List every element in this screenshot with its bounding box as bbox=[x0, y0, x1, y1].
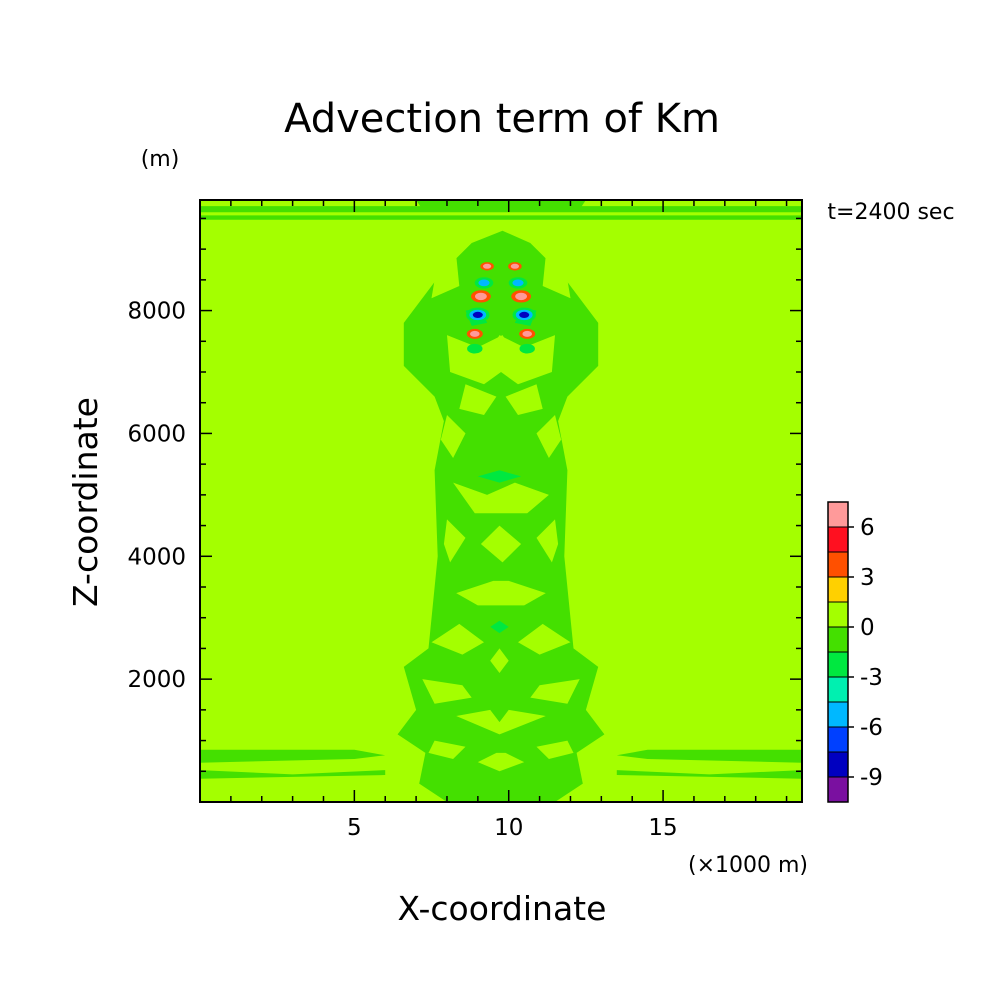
contour-blob-7-level-1 bbox=[510, 263, 519, 269]
contour-region-10 bbox=[431, 255, 460, 299]
contour-region-23 bbox=[490, 648, 509, 673]
contour-region-13 bbox=[505, 384, 543, 415]
contour-blob-0-level-2 bbox=[472, 311, 483, 318]
colorbar-label-5: 6 bbox=[860, 515, 875, 541]
contour-region-21 bbox=[431, 623, 484, 655]
contour-blob-1-level-2 bbox=[519, 311, 530, 318]
colorbar-swatch-3 bbox=[827, 701, 849, 728]
colorbar-swatch-7 bbox=[827, 601, 849, 628]
colorbar-label-3: 0 bbox=[860, 615, 875, 641]
y-tick-label-2: 6000 bbox=[127, 421, 186, 447]
contour-region-29 bbox=[477, 752, 525, 772]
contour-region-7 bbox=[397, 230, 605, 802]
contour-region-18 bbox=[536, 519, 559, 563]
contour-region-26 bbox=[456, 709, 546, 735]
axes: 5 10 15 2000 4000 6000 8000 bbox=[127, 200, 802, 841]
contour-blob-8-level-1 bbox=[475, 292, 487, 301]
y-tick-label-3: 8000 bbox=[127, 299, 186, 325]
colorbar-swatch-11 bbox=[827, 501, 849, 528]
x-tick-label-2: 15 bbox=[648, 815, 677, 841]
contour-blob-11-level-1 bbox=[522, 330, 532, 337]
y-tick-label-1: 4000 bbox=[127, 544, 186, 570]
contour-region-14 bbox=[440, 415, 466, 458]
colorbar-swatch-1 bbox=[827, 751, 849, 778]
y-unit-label: (m) bbox=[141, 147, 180, 172]
colorbar-swatch-4 bbox=[827, 676, 849, 703]
contour-region-19 bbox=[480, 525, 522, 563]
contour-region-28 bbox=[536, 740, 574, 759]
colorbar-swatch-0 bbox=[827, 776, 849, 803]
y-tick-label-0: 2000 bbox=[127, 667, 186, 693]
contour-region-4 bbox=[200, 770, 386, 779]
colorbar: -9 -6 -3 0 3 6 bbox=[827, 501, 883, 803]
colorbar-swatch-9 bbox=[827, 551, 849, 578]
colorbar-label-2: -3 bbox=[860, 665, 883, 691]
colorbar-swatch-2 bbox=[827, 726, 849, 753]
contour-blob-6-level-1 bbox=[483, 263, 492, 269]
contour-region-5 bbox=[616, 749, 802, 763]
contour-region-3 bbox=[200, 749, 386, 763]
contour-region-24 bbox=[422, 679, 472, 704]
contour-region-0 bbox=[200, 206, 802, 213]
contour-region-6 bbox=[616, 770, 802, 779]
contour-blob-10-level-1 bbox=[470, 330, 480, 337]
contour-region-20 bbox=[456, 580, 546, 606]
contour-region-17 bbox=[443, 519, 466, 563]
contour-region-16 bbox=[453, 482, 549, 514]
colorbar-label-4: 3 bbox=[860, 565, 875, 591]
time-label: t=2400 sec bbox=[827, 200, 954, 225]
plot-area bbox=[200, 200, 802, 802]
colorbar-label-1: -6 bbox=[860, 715, 883, 741]
contour-region-11 bbox=[542, 255, 571, 299]
plot-frame bbox=[199, 199, 803, 803]
x-tick-label-0: 5 bbox=[347, 815, 362, 841]
contour-region-27 bbox=[428, 740, 466, 759]
contour-region-12 bbox=[459, 384, 497, 415]
chart-title: Advection term of Km bbox=[284, 96, 720, 142]
contour-blob-4-level-0 bbox=[467, 343, 483, 354]
contour-region-31 bbox=[490, 620, 509, 634]
contour-region-30 bbox=[477, 470, 522, 483]
colorbar-swatch-8 bbox=[827, 576, 849, 603]
contour-region-22 bbox=[518, 623, 571, 655]
contour-blob-9-level-1 bbox=[515, 292, 527, 301]
contour-region-9 bbox=[484, 335, 555, 385]
x-unit-label: (×1000 m) bbox=[688, 853, 808, 878]
contour-region-15 bbox=[536, 415, 562, 458]
colorbar-label-0: -9 bbox=[860, 765, 883, 791]
contour-blob-2-level-1 bbox=[478, 279, 490, 287]
colorbar-swatch-10 bbox=[827, 526, 849, 553]
contour-blob-5-level-0 bbox=[519, 343, 535, 354]
colorbar-swatch-6 bbox=[827, 626, 849, 653]
colorbar-swatch-5 bbox=[827, 651, 849, 678]
contour-region-2 bbox=[200, 215, 802, 220]
colorbar-frame bbox=[827, 501, 849, 803]
y-axis-label: Z-coordinate bbox=[66, 397, 105, 607]
contour-blob-3-level-1 bbox=[512, 279, 524, 287]
x-axis-label: X-coordinate bbox=[398, 889, 607, 928]
x-tick-label-1: 10 bbox=[494, 815, 523, 841]
contour-region-25 bbox=[530, 679, 580, 704]
contour-region-1 bbox=[416, 200, 586, 210]
